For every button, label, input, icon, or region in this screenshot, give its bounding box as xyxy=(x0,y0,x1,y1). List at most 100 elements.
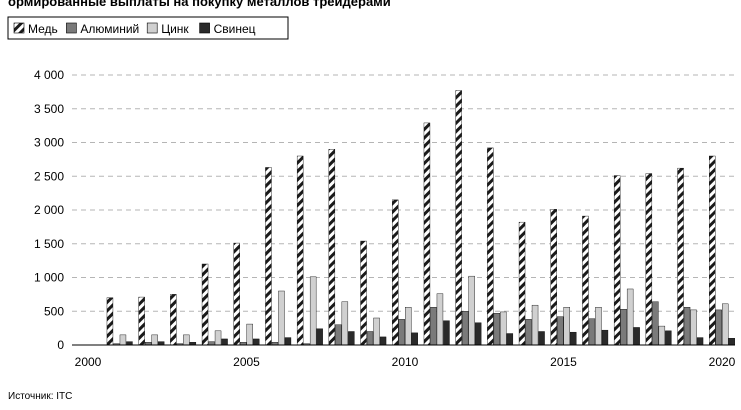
bar-Медь xyxy=(423,122,431,346)
bar-Свинец xyxy=(728,338,735,346)
legend-label: Медь xyxy=(28,22,58,36)
bar-Цинк xyxy=(309,276,317,346)
bar-Свинец xyxy=(506,333,514,346)
bar-Медь xyxy=(613,175,621,346)
bar-Свинец xyxy=(316,328,323,346)
bar-Цинк xyxy=(500,311,507,346)
bar-Цинк xyxy=(151,334,158,346)
bar-Свинец xyxy=(570,331,577,346)
bar-Цинк xyxy=(183,334,190,346)
bar-Медь xyxy=(709,155,716,346)
y-tick-label: 2 500 xyxy=(34,169,64,183)
bar-Свинец xyxy=(538,331,545,346)
bar-Алюминий xyxy=(652,301,659,346)
bar-Медь xyxy=(138,296,145,346)
bar-Цинк xyxy=(405,307,412,346)
x-tick-label: 2010 xyxy=(392,355,419,369)
bar-Свинец xyxy=(474,322,482,346)
bars xyxy=(106,90,735,346)
bar-Алюминий xyxy=(620,309,627,346)
y-tick-label: 500 xyxy=(44,304,64,318)
bar-Алюминий xyxy=(335,324,342,346)
x-tick-label: 2015 xyxy=(550,355,577,369)
y-axis-ticks: 0 500 1 000 1 500 2 000 2 500 3 000 3 500 4 000 xyxy=(34,68,64,352)
bar-Алюминий xyxy=(588,318,596,346)
bar-Медь xyxy=(265,167,272,346)
bar-Медь xyxy=(328,149,336,346)
bar-Цинк xyxy=(722,303,729,346)
bar-Свинец xyxy=(126,341,133,346)
bar-Алюминий xyxy=(493,313,501,346)
chart-title-fragment: ормированные выплаты на покупку металлов… xyxy=(8,0,391,9)
bar-Алюминий xyxy=(208,341,215,346)
legend-swatch xyxy=(66,22,77,34)
bar-Цинк xyxy=(436,293,444,346)
y-tick-label: 1 500 xyxy=(34,237,64,251)
bar-Цинк xyxy=(341,301,349,346)
legend-label: Цинк xyxy=(161,22,189,36)
bar-Медь xyxy=(392,199,399,346)
source-note: Источник: ITC xyxy=(8,391,73,402)
bar-Медь xyxy=(106,297,114,346)
bar-Медь xyxy=(233,242,240,346)
bar-Алюминий xyxy=(525,319,532,346)
bar-Цинк xyxy=(119,334,127,346)
x-tick-label: 2020 xyxy=(709,355,736,369)
bar-Медь xyxy=(170,294,177,346)
x-tick-label: 2005 xyxy=(233,355,260,369)
bar-Медь xyxy=(645,173,653,346)
bar-Медь xyxy=(455,90,462,346)
bar-Медь xyxy=(582,215,589,346)
bar-Свинец xyxy=(348,331,355,346)
bar-Цинк xyxy=(246,323,253,346)
bar-Цинк xyxy=(531,304,539,346)
y-tick-label: 4 000 xyxy=(34,68,64,82)
y-tick-label: 2 000 xyxy=(34,203,64,217)
bar-Медь xyxy=(296,155,304,346)
y-tick-label: 0 xyxy=(57,338,64,352)
y-tick-label: 1 000 xyxy=(34,271,64,285)
bar-Свинец xyxy=(284,337,292,346)
legend-swatch xyxy=(13,22,25,34)
bar-Медь xyxy=(677,167,684,346)
bar-Свинец xyxy=(633,327,640,346)
bar-Алюминий xyxy=(430,307,437,346)
legend-swatch xyxy=(146,22,158,34)
bar-Свинец xyxy=(157,341,165,346)
bar-Медь xyxy=(201,263,209,346)
legend: Медь Алюминий Цинк Свинец xyxy=(7,16,289,40)
bar-Алюминий xyxy=(557,316,564,346)
bar-Цинк xyxy=(468,275,475,346)
bar-Медь xyxy=(550,209,557,346)
bar-Свинец xyxy=(443,320,450,346)
legend-label: Алюминий xyxy=(80,22,139,36)
bar-Цинк xyxy=(373,317,380,346)
y-tick-label: 3 000 xyxy=(34,136,64,150)
bar-Свинец xyxy=(601,329,609,346)
y-tick-label: 3 500 xyxy=(34,102,64,116)
bar-Алюминий xyxy=(366,331,374,346)
bar-Свинец xyxy=(696,337,704,346)
bar-Медь xyxy=(518,221,526,346)
bar-Алюминий xyxy=(715,309,722,346)
bar-Свинец xyxy=(665,330,672,346)
bar-Свинец xyxy=(379,336,387,346)
bar-Свинец xyxy=(221,338,228,346)
bar-Свинец xyxy=(253,338,260,346)
bar-Цинк xyxy=(595,307,602,346)
bar-Цинк xyxy=(563,307,570,346)
legend-label: Свинец xyxy=(214,22,256,36)
bar-Цинк xyxy=(278,290,285,346)
bar-Алюминий xyxy=(683,307,691,346)
bar-Цинк xyxy=(626,288,634,346)
grid-lines xyxy=(72,74,735,312)
bar-Свинец xyxy=(411,332,418,346)
bar-Алюминий xyxy=(398,319,405,346)
bar-Цинк xyxy=(690,309,697,346)
bar-Цинк xyxy=(214,330,222,346)
bar-Медь xyxy=(487,147,494,346)
x-axis-ticks: 2000 2005 2010 2015 2020 xyxy=(75,355,736,369)
bar-Медь xyxy=(360,240,367,346)
x-tick-label: 2000 xyxy=(75,355,102,369)
